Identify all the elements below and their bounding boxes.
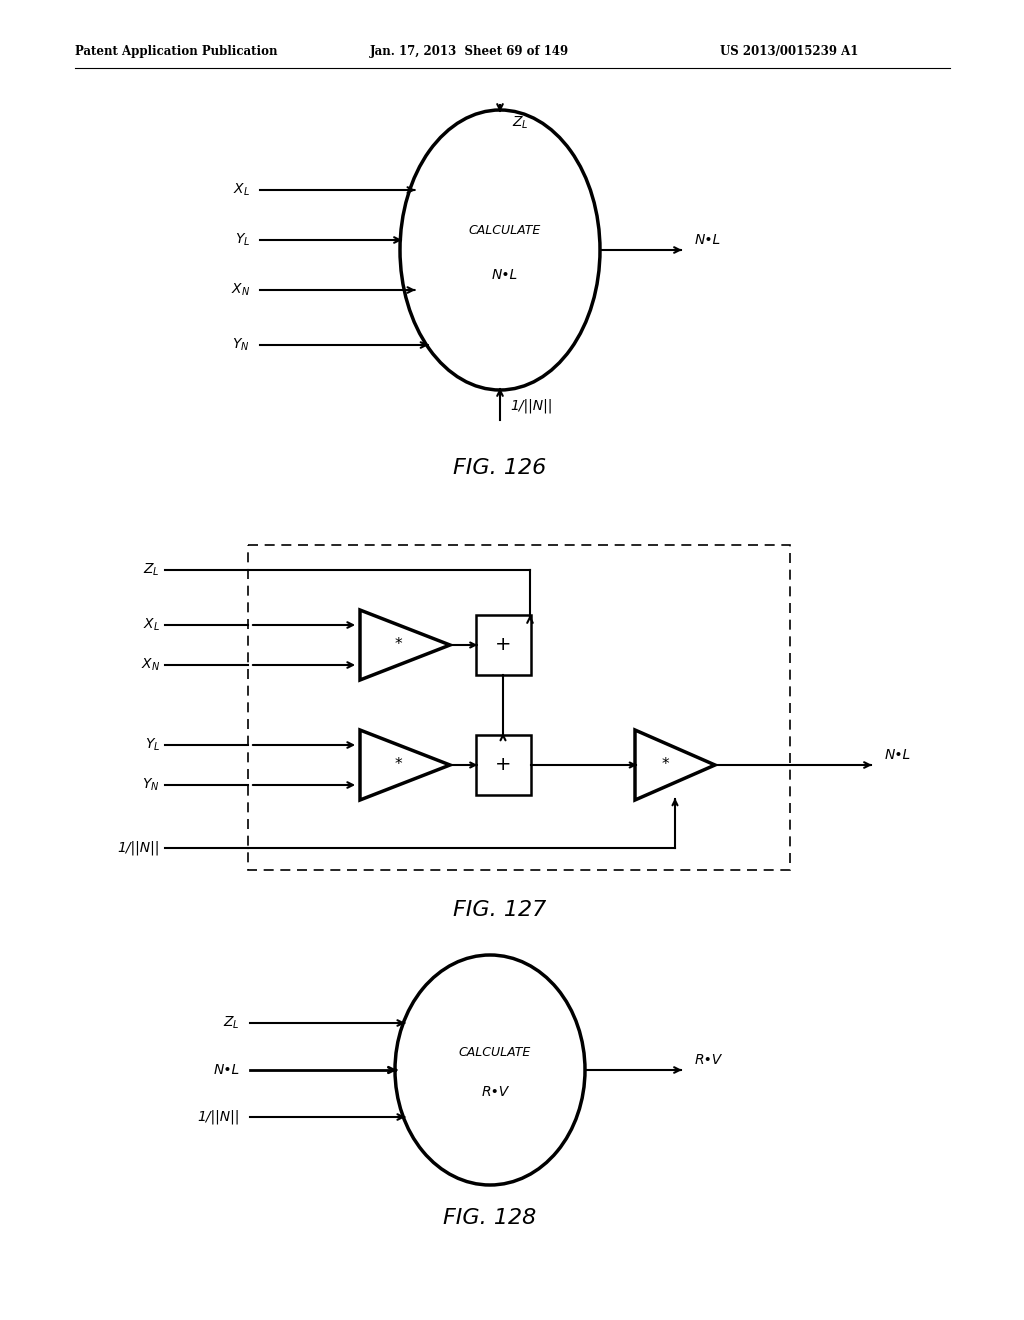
Bar <box>475 615 530 675</box>
Text: 1/||N||: 1/||N|| <box>118 841 160 855</box>
Text: *: * <box>394 638 401 652</box>
Text: $Y_L$: $Y_L$ <box>144 737 160 754</box>
Text: $Z_L$: $Z_L$ <box>223 1015 240 1031</box>
Polygon shape <box>360 730 450 800</box>
Bar <box>475 735 530 795</box>
Text: +: + <box>495 755 511 775</box>
Text: R•V: R•V <box>695 1053 722 1067</box>
Bar <box>248 545 790 870</box>
Text: FIG. 127: FIG. 127 <box>454 900 547 920</box>
Text: $Z_L$: $Z_L$ <box>512 115 528 131</box>
Text: $Y_N$: $Y_N$ <box>232 337 250 354</box>
Text: 1/||N||: 1/||N|| <box>198 1110 240 1125</box>
Polygon shape <box>360 610 450 680</box>
Text: $Y_L$: $Y_L$ <box>234 232 250 248</box>
Text: Jan. 17, 2013  Sheet 69 of 149: Jan. 17, 2013 Sheet 69 of 149 <box>370 45 569 58</box>
Text: *: * <box>394 758 401 772</box>
Text: $X_N$: $X_N$ <box>230 281 250 298</box>
Text: FIG. 128: FIG. 128 <box>443 1208 537 1228</box>
Text: $Z_L$: $Z_L$ <box>143 562 160 578</box>
Text: 1/||N||: 1/||N|| <box>510 399 552 413</box>
Text: Patent Application Publication: Patent Application Publication <box>75 45 278 58</box>
Text: FIG. 126: FIG. 126 <box>454 458 547 478</box>
Text: $X_L$: $X_L$ <box>143 616 160 634</box>
Text: $X_N$: $X_N$ <box>141 657 160 673</box>
Text: CALCULATE: CALCULATE <box>459 1045 531 1059</box>
Text: N•L: N•L <box>885 748 911 762</box>
Text: US 2013/0015239 A1: US 2013/0015239 A1 <box>720 45 858 58</box>
Polygon shape <box>635 730 715 800</box>
Text: *: * <box>662 758 669 772</box>
Text: $Y_N$: $Y_N$ <box>142 776 160 793</box>
Text: N•L: N•L <box>214 1063 240 1077</box>
Text: $X_L$: $X_L$ <box>233 182 250 198</box>
Text: N•L: N•L <box>492 268 518 282</box>
Text: R•V: R•V <box>481 1085 509 1100</box>
Text: CALCULATE: CALCULATE <box>469 223 541 236</box>
Text: +: + <box>495 635 511 655</box>
Text: N•L: N•L <box>695 234 721 247</box>
